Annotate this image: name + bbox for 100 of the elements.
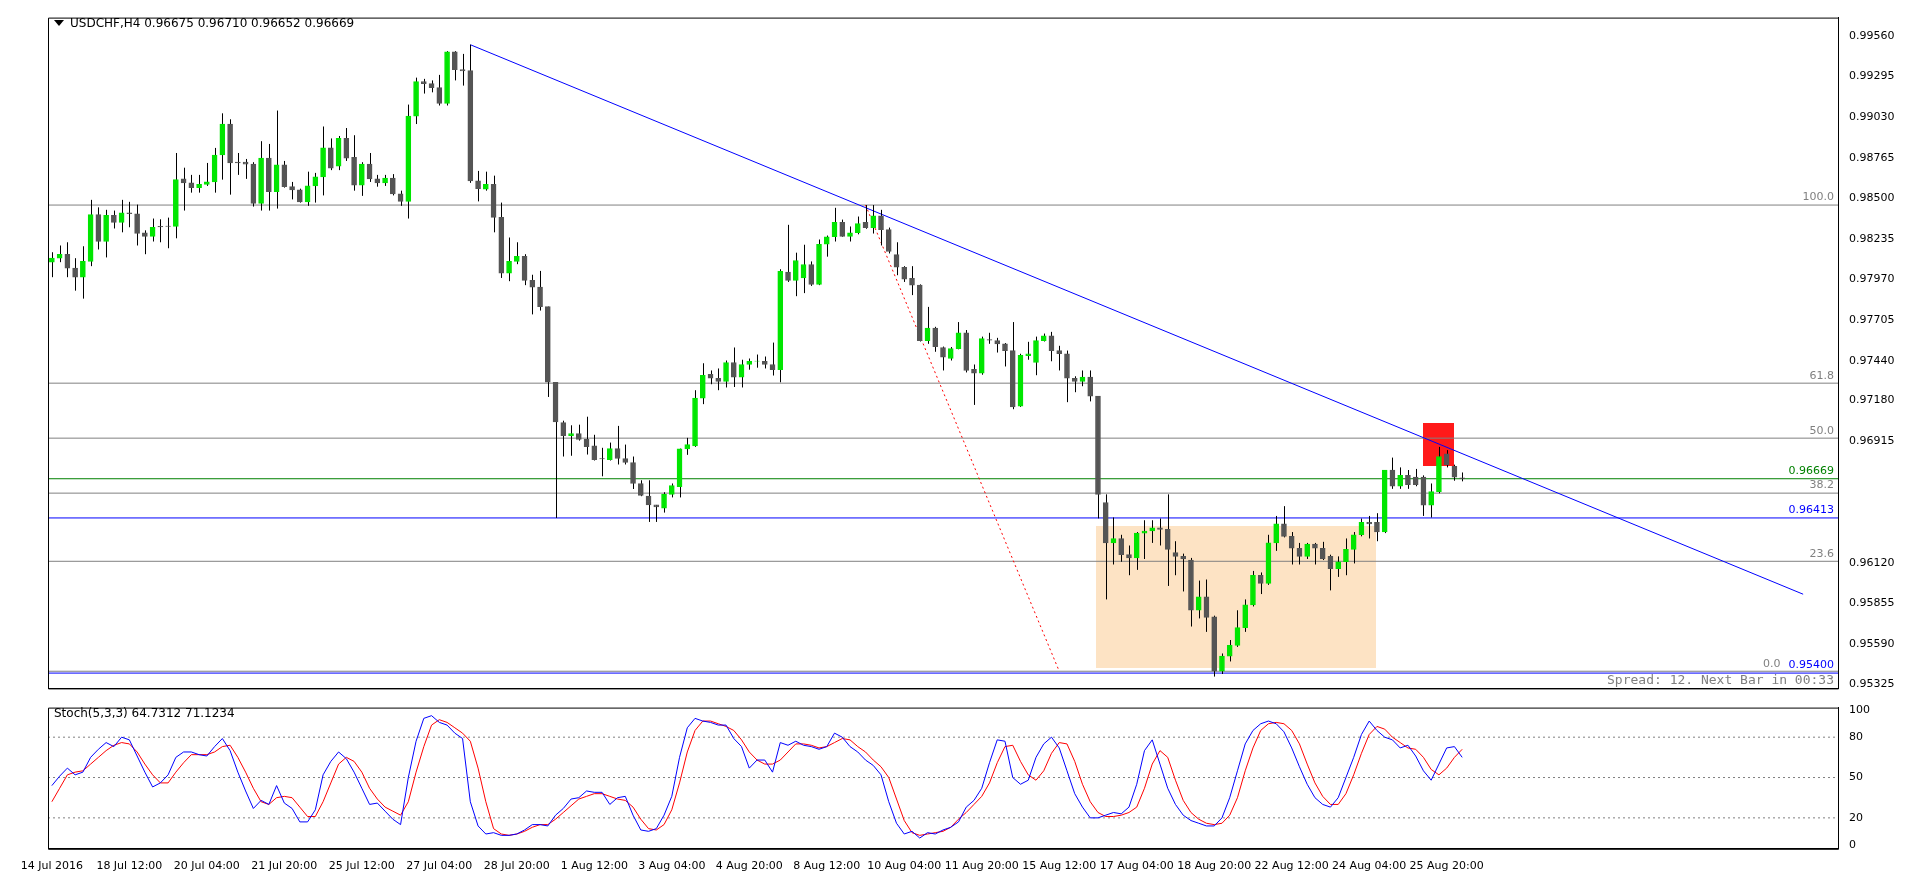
- annotation: 38.2: [1809, 478, 1834, 492]
- candlestick: [459, 53, 466, 87]
- candlestick: [661, 491, 667, 514]
- candlestick: [909, 265, 915, 296]
- y-tick-label: 100: [1849, 703, 1870, 717]
- candlestick: [885, 227, 892, 254]
- y-tick-label: 80: [1849, 730, 1863, 744]
- candlestick: [568, 424, 574, 457]
- chart-title: Stoch(5,3,3) 64.7312 71.1234: [54, 706, 235, 720]
- y-tick-label: 0.95325: [1849, 677, 1895, 691]
- annotation: 100.0: [1802, 190, 1834, 204]
- x-tick-label: 3 Aug 04:00: [638, 859, 706, 873]
- y-tick-label: 50: [1849, 770, 1863, 784]
- candlestick: [482, 171, 489, 192]
- y-tick-label: 0.95855: [1849, 596, 1895, 610]
- candlestick: [1157, 518, 1163, 547]
- annotation: Spread: 12. Next Bar in 00:33: [1607, 672, 1834, 688]
- y-tick-label: 0.99560: [1849, 28, 1895, 42]
- candlestick: [1374, 512, 1380, 542]
- candlestick: [1281, 505, 1287, 538]
- chart-title: USDCHF,H4 0.96675 0.96710 0.96652 0.96669: [70, 16, 355, 30]
- candlestick: [1056, 345, 1063, 371]
- candlestick: [932, 326, 939, 353]
- candlestick: [235, 152, 241, 176]
- x-tick-label: 17 Aug 04:00: [1099, 859, 1174, 873]
- candlestick: [723, 360, 729, 388]
- x-tick-label: 10 Aug 04:00: [867, 859, 942, 873]
- candlestick: [1118, 534, 1125, 563]
- annotation: 0.0: [1763, 656, 1781, 670]
- x-tick-label: 28 Jul 20:00: [483, 859, 550, 873]
- candlestick: [792, 252, 799, 297]
- candlestick: [1164, 493, 1171, 587]
- x-tick-label: 8 Aug 12:00: [793, 859, 861, 873]
- annotation: 61.8: [1809, 368, 1834, 382]
- candlestick: [808, 260, 815, 287]
- candlestick: [1397, 466, 1404, 490]
- candlestick: [1126, 545, 1132, 576]
- y-tick-label: 0.97970: [1849, 272, 1895, 286]
- candlestick: [870, 204, 877, 235]
- x-tick-label: 1 Aug 12:00: [560, 859, 628, 873]
- candlestick: [1312, 542, 1318, 565]
- y-tick-label: 0.97705: [1849, 312, 1895, 326]
- x-tick-label: 4 Aug 20:00: [715, 859, 783, 873]
- candlestick: [1195, 580, 1202, 619]
- candlestick: [80, 245, 86, 300]
- candlestick: [560, 420, 567, 458]
- candlestick: [436, 74, 443, 107]
- candlestick: [1335, 555, 1342, 578]
- ref-line-label: 0.95400: [1788, 658, 1834, 672]
- x-tick-label: 18 Jul 12:00: [96, 859, 163, 873]
- candlestick: [242, 158, 249, 180]
- y-tick-label: 0.97440: [1849, 353, 1895, 367]
- ref-line-label: 0.96669: [1788, 464, 1834, 478]
- candlestick: [126, 201, 133, 228]
- candlestick: [451, 50, 458, 81]
- candlestick: [537, 270, 543, 312]
- candlestick: [142, 229, 148, 255]
- candlestick: [134, 204, 140, 246]
- candlestick: [475, 170, 481, 202]
- candlestick: [506, 237, 512, 282]
- y-tick-label: 0.98765: [1849, 150, 1895, 164]
- candlestick: [1226, 639, 1233, 662]
- candlestick: [699, 362, 706, 405]
- candlestick: [1319, 541, 1326, 561]
- candlestick: [630, 456, 636, 490]
- x-tick-label: 20 Jul 04:00: [173, 859, 240, 873]
- y-tick-label: 0.98235: [1849, 231, 1895, 245]
- candlestick: [1428, 482, 1435, 518]
- x-tick-label: 22 Aug 12:00: [1254, 859, 1329, 873]
- annotation: 23.6: [1809, 546, 1834, 560]
- y-tick-label: 0: [1849, 837, 1856, 851]
- candlestick: [1405, 469, 1411, 490]
- candlestick: [715, 367, 722, 391]
- candlestick: [730, 346, 737, 388]
- candlestick: [204, 162, 210, 187]
- x-tick-label: 25 Jul 12:00: [328, 859, 395, 873]
- candlestick: [529, 274, 536, 315]
- candlestick: [1343, 537, 1349, 576]
- candlestick: [1257, 571, 1264, 595]
- x-tick-label: 14 Jul 2016: [20, 859, 84, 873]
- candlestick: [1288, 531, 1295, 565]
- candlestick: [622, 444, 629, 465]
- x-tick-label: 25 Aug 20:00: [1409, 859, 1484, 873]
- y-tick-label: 0.99030: [1849, 110, 1895, 124]
- y-tick-label: 0.98500: [1849, 191, 1895, 205]
- y-tick-label: 0.97180: [1849, 393, 1895, 407]
- x-tick-label: 15 Aug 12:00: [1022, 859, 1097, 873]
- candlestick: [328, 137, 334, 171]
- y-tick-label: 0.96120: [1849, 555, 1895, 569]
- candlestick: [1350, 531, 1357, 564]
- y-tick-label: 0.95590: [1849, 636, 1895, 650]
- candlestick: [1219, 652, 1225, 675]
- candlestick: [878, 209, 884, 246]
- candlestick: [72, 257, 78, 292]
- x-tick-label: 21 Jul 20:00: [251, 859, 318, 873]
- annotation: 50.0: [1809, 423, 1834, 437]
- candlestick: [1149, 519, 1156, 544]
- candlestick: [1087, 369, 1094, 402]
- x-tick-label: 18 Aug 20:00: [1177, 859, 1252, 873]
- candlestick: [591, 434, 598, 462]
